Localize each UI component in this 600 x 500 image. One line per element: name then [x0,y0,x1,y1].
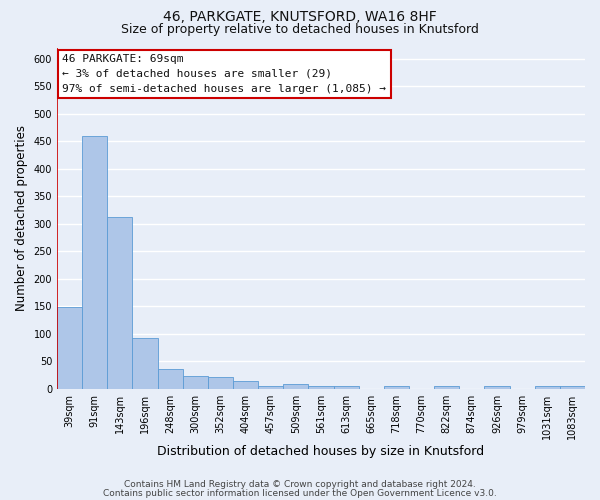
Bar [560,386,585,389]
Bar [334,386,359,389]
Bar [208,376,233,389]
X-axis label: Distribution of detached houses by size in Knutsford: Distribution of detached houses by size … [157,444,485,458]
Text: Contains HM Land Registry data © Crown copyright and database right 2024.: Contains HM Land Registry data © Crown c… [124,480,476,489]
Bar [283,384,308,389]
Bar [308,386,334,389]
Bar [82,136,107,389]
Bar [158,369,183,389]
Text: 46 PARKGATE: 69sqm
← 3% of detached houses are smaller (29)
97% of semi-detached: 46 PARKGATE: 69sqm ← 3% of detached hous… [62,54,386,94]
Bar [484,386,509,389]
Bar [107,216,133,389]
Bar [57,308,82,389]
Text: 46, PARKGATE, KNUTSFORD, WA16 8HF: 46, PARKGATE, KNUTSFORD, WA16 8HF [163,10,437,24]
Bar [233,381,258,389]
Bar [183,376,208,389]
Bar [384,386,409,389]
Text: Size of property relative to detached houses in Knutsford: Size of property relative to detached ho… [121,22,479,36]
Text: Contains public sector information licensed under the Open Government Licence v3: Contains public sector information licen… [103,489,497,498]
Bar [434,386,459,389]
Y-axis label: Number of detached properties: Number of detached properties [15,125,28,311]
Bar [535,386,560,389]
Bar [133,338,158,389]
Bar [258,386,283,389]
